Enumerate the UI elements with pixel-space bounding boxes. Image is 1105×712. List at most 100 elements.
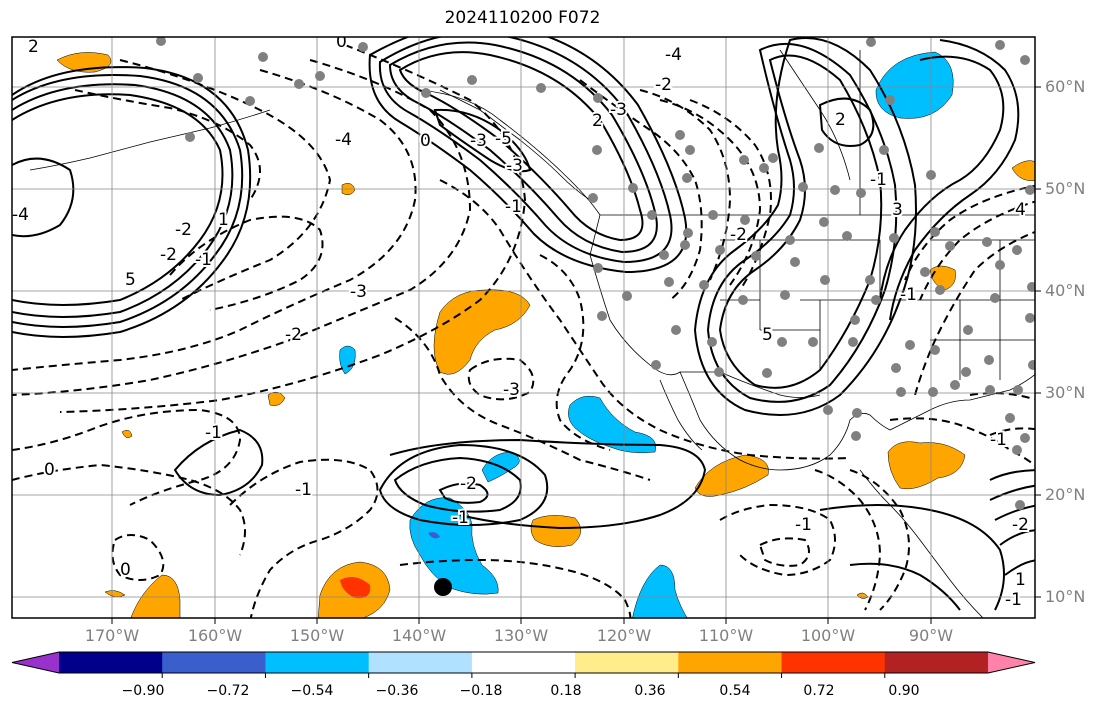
contour-label: 5 [762, 325, 773, 345]
contour-label: -2 [655, 75, 672, 95]
graticule [12, 37, 1035, 618]
contour-label: -4 [335, 130, 352, 150]
shade-negative [632, 564, 688, 618]
colorbar-extend-low [12, 652, 59, 673]
colorbar-segment [781, 652, 886, 673]
contour-label: -2 [1012, 515, 1029, 535]
shade-positive [433, 289, 531, 375]
contour-label: -1 [870, 170, 887, 190]
map-title: 2024110200 F072 [444, 8, 601, 28]
contour-label: -1 [205, 423, 222, 443]
colorbar-tick-label: 0.54 [719, 683, 751, 699]
contour-label: -3 [506, 156, 523, 176]
contour-label: -1 [505, 197, 522, 217]
storm-marker [434, 578, 452, 596]
shade-positive [104, 590, 126, 598]
contour-label: -1 [295, 480, 312, 500]
lon-label: 90°W [908, 626, 954, 645]
shade-positive [121, 429, 133, 439]
colorbar-tick-label: −0.90 [121, 683, 165, 699]
colorbar-tick-label: 0.72 [803, 683, 835, 699]
shade-positive [130, 574, 181, 618]
colorbar-segment [575, 652, 679, 673]
lat-label: 40°N [1045, 281, 1086, 300]
contour-label: -2 [175, 220, 192, 240]
colorbar [11, 651, 1036, 678]
colorbar-segment [59, 652, 163, 673]
shade-positive [856, 592, 869, 599]
colorbar-tick-label: −0.18 [459, 683, 503, 699]
contour-label: -3 [350, 282, 367, 302]
contour-label: 1 [1015, 570, 1026, 590]
colorbar-tick-label: −0.72 [206, 683, 250, 699]
lon-label: 150°W [289, 626, 345, 645]
shade-positive [694, 454, 769, 497]
contour-label: -1 [990, 430, 1007, 450]
contour-label: 2 [592, 111, 603, 131]
contour-label: 3 [892, 200, 903, 220]
colorbar-segment [162, 652, 266, 673]
contour-label: 2 [835, 110, 846, 130]
shade-positive [887, 441, 966, 490]
contour-label: 4 [1015, 200, 1026, 220]
contour-label: -1 [195, 250, 212, 270]
lat-label: 10°N [1045, 587, 1086, 606]
shade-positive [1011, 160, 1035, 181]
contour-label: 0 [44, 460, 55, 480]
colorbar-outline [11, 651, 1036, 674]
contour-label: -3 [470, 131, 487, 151]
contour-label: 0 [420, 131, 431, 151]
lat-label: 30°N [1045, 383, 1086, 402]
contour-label: -1 [900, 285, 917, 305]
contour-label: -1 [1005, 590, 1022, 610]
shaded-regions [56, 51, 1035, 618]
colorbar-tick-label: −0.36 [375, 683, 419, 699]
contour-label: 0 [120, 560, 131, 580]
shade-positive [267, 391, 286, 406]
contour-label: -2 [460, 474, 477, 494]
map-frame [11, 36, 1036, 619]
shade-positive [929, 265, 956, 291]
contour-label: 1 [218, 210, 229, 230]
shade-positive [530, 515, 581, 547]
shade-negative [875, 51, 954, 119]
colorbar-tick-label: 0.36 [634, 683, 666, 699]
shade-positive-strong [340, 576, 371, 599]
lat-label: 60°N [1045, 77, 1086, 96]
colorbar-tick-label: −0.54 [290, 683, 334, 699]
lon-label: 170°W [84, 626, 140, 645]
colorbar-segment [884, 652, 989, 673]
contour-label: 2 [28, 37, 39, 57]
lat-label: 50°N [1045, 179, 1086, 198]
lon-label: 120°W [596, 626, 652, 645]
contour-label: -2 [730, 225, 747, 245]
shade-negative [339, 345, 356, 375]
colorbar-tick-label: 0.18 [550, 683, 582, 699]
contour-label: -4 [665, 45, 682, 65]
contour-label: 5 [125, 270, 136, 290]
lat-label: 20°N [1045, 485, 1086, 504]
contour-label: -4 [12, 205, 29, 225]
shade-negative-strong [428, 532, 440, 539]
lon-label: 160°W [187, 626, 243, 645]
contour-label: -1 [452, 508, 469, 528]
contour-label: -3 [503, 380, 520, 400]
contour-label: -2 [285, 325, 302, 345]
lon-label: 110°W [698, 626, 754, 645]
station-markers [156, 37, 1035, 510]
colorbar-extend-high [988, 652, 1035, 673]
contour-label: -3 [610, 100, 627, 120]
contour-label: -2 [160, 245, 177, 265]
colorbar-segment [678, 652, 783, 673]
lon-label: 100°W [800, 626, 856, 645]
colorbar-tick-label: 0.90 [888, 683, 920, 699]
colorbar-segment [265, 652, 370, 673]
lon-label: 140°W [391, 626, 447, 645]
lon-label: 130°W [493, 626, 549, 645]
axis-ticks [111, 86, 1041, 624]
shade-negative [568, 395, 657, 454]
contour-label: 0 [336, 32, 347, 52]
solid-contours [12, 37, 1035, 611]
contour-label: -1 [795, 515, 812, 535]
